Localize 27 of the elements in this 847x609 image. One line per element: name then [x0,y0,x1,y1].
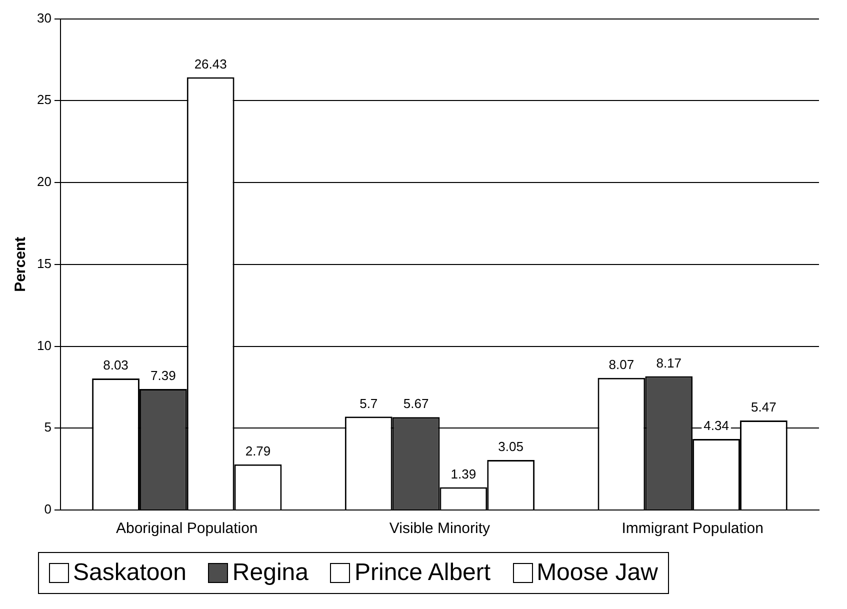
data-label: 5.7 [360,396,378,411]
y-tick-label: 20 [36,174,52,190]
y-tick-label: 25 [36,92,52,108]
data-label: 4.34 [704,418,729,434]
x-tick-label: Visible Minority [389,520,491,538]
x-tick-label: Immigrant Population [622,520,764,538]
text: Saskatoon [73,559,186,587]
data-label: 5.67 [403,396,429,412]
data-label: 5.47 [751,400,776,415]
data-label: 7.39 [150,368,176,384]
y-axis-title: Percent [12,236,30,292]
y-tick-label: 10 [36,338,52,353]
data-label: 3.05 [498,439,524,454]
text: Prince Albert [354,559,491,587]
x-tick-label: Aboriginal Population [116,520,258,538]
data-label: 2.79 [245,443,271,458]
text: Moose Jaw [536,559,658,587]
y-tick-label: 15 [36,256,52,271]
data-label: 26.43 [194,56,227,72]
legend-label: Regina [232,559,308,587]
y-tick-label: 0 [44,502,52,517]
data-label: 1.39 [450,466,476,482]
data-label: 8.17 [656,355,682,370]
y-tick-label: 5 [44,420,52,435]
y-tick-label: 30 [36,10,52,26]
data-label: 8.07 [608,356,634,372]
data-label: 8.03 [103,358,128,373]
